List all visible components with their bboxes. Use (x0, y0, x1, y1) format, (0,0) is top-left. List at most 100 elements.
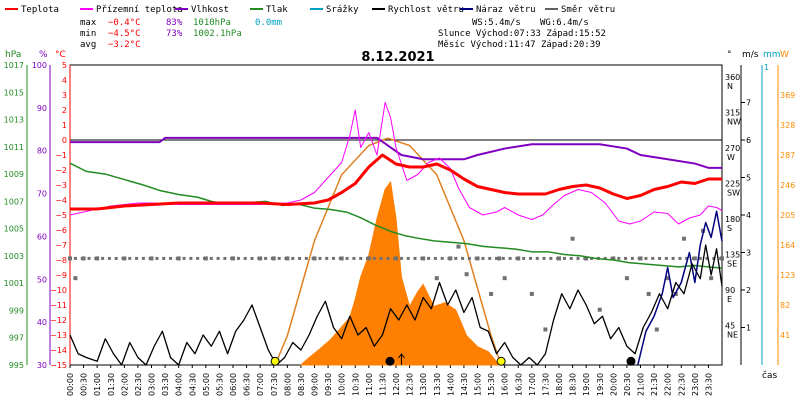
wind-direction-point (495, 256, 499, 260)
wind-direction-point (209, 256, 213, 260)
wind-direction-point (681, 236, 686, 241)
direction-tick: 45 (725, 321, 735, 330)
wind-direction-point (80, 256, 84, 260)
x-tick: 21:30 (650, 373, 659, 396)
wind-direction-point (522, 256, 526, 260)
wind-direction-point (556, 256, 560, 260)
wind-direction-point (338, 256, 342, 260)
wind-direction-point (155, 256, 159, 260)
direction-tick: 225 (725, 179, 740, 188)
wind-direction-point (712, 256, 716, 260)
temperature-tick: 2 (62, 106, 67, 115)
wind-direction-point (87, 256, 91, 260)
wind-direction-point (502, 276, 507, 281)
wind-tick: 2 (746, 286, 751, 295)
x-tick: 02:00 (120, 373, 129, 396)
wind-direction-point (68, 256, 72, 261)
wind-direction-point (529, 291, 534, 296)
wind-direction-point (182, 256, 186, 260)
wind-direction-point (646, 291, 651, 296)
wind-direction-point (399, 256, 403, 260)
rain-tick: 1 (764, 63, 769, 72)
x-tick: 09:00 (311, 373, 320, 396)
wind-direction-point (570, 236, 575, 241)
axes: 1017101510131011100910071005100310019999… (4, 61, 796, 396)
pressure-tick: 1001 (4, 279, 24, 288)
stat-avg-temp: −3.2°C (108, 40, 141, 50)
direction-tick: 270 (725, 144, 740, 153)
wind-direction-point (141, 256, 145, 260)
pressure-line (69, 162, 723, 269)
axis-title-solar: W (780, 50, 789, 60)
wind-direction-point (705, 256, 709, 260)
wind-direction-point (73, 256, 77, 260)
humidity-line (70, 136, 722, 169)
pressure-tick: 999 (9, 306, 24, 315)
pressure-tick: 1007 (4, 197, 24, 206)
wind-direction-point (597, 307, 602, 312)
direction-tick-name: SE (727, 259, 737, 268)
solar-tick: 287 (780, 151, 795, 160)
direction-tick: 315 (725, 108, 740, 117)
x-tick: 02:30 (134, 373, 143, 396)
x-tick: 09:30 (324, 373, 333, 396)
legend-label: Směr větru (561, 5, 615, 15)
humidity-tick: 100 (32, 61, 47, 70)
wind-direction-point (175, 256, 179, 260)
wind-direction-point (413, 256, 417, 260)
x-tick: 16:00 (501, 373, 510, 396)
wind-direction-point (671, 256, 675, 260)
pressure-tick: 995 (9, 361, 24, 370)
wind-direction-point (658, 256, 662, 260)
wind-direction-point (128, 256, 132, 260)
x-tick: 13:00 (419, 373, 428, 396)
x-tick: 20:30 (623, 373, 632, 396)
wind-direction-point (372, 256, 376, 260)
wind-direction-point (196, 256, 200, 260)
wind-direction-point (481, 256, 485, 260)
wind-direction-point (223, 256, 227, 260)
pressure-tick: 1017 (4, 61, 24, 70)
wind-direction-point (298, 256, 302, 260)
wind-direction-point (630, 256, 634, 260)
x-tick: 16:30 (514, 373, 523, 396)
legend-label: Náraz větru (476, 5, 536, 15)
wind-direction-point (101, 256, 105, 260)
temperature-tick: −14 (50, 346, 67, 355)
wind-direction-point (447, 256, 451, 260)
stat-min-temp: −4.5°C (108, 29, 141, 39)
direction-tick-name: NW (727, 117, 741, 126)
temperature-tick: −8 (55, 256, 67, 265)
stat-avg-label: avg (80, 40, 96, 50)
wind-direction-point (654, 327, 659, 332)
wind-direction-point (277, 256, 281, 260)
stat-min-label: min (80, 29, 96, 39)
wind-direction-point (535, 256, 539, 260)
x-tick: 08:00 (283, 373, 292, 396)
x-tick: 06:00 (229, 373, 238, 396)
axis-title-humidity: % (39, 50, 48, 60)
x-tick: 00:00 (66, 373, 75, 396)
sunrise-marker (270, 356, 280, 366)
wind-direction-point (665, 276, 670, 281)
wind-direction-point (542, 256, 546, 260)
temperature-tick: −13 (50, 331, 67, 340)
x-tick: 20:00 (609, 373, 618, 396)
wind-direction-point (664, 256, 668, 260)
wind-direction-point (474, 256, 478, 260)
pressure-tick: 1011 (4, 143, 24, 152)
wind-direction-point (406, 256, 410, 260)
x-tick: 00:30 (80, 373, 89, 396)
solar-tick: 328 (780, 121, 795, 130)
wind-direction-point (583, 256, 587, 260)
wind-direction-point (576, 256, 580, 260)
wind-direction-point (325, 256, 329, 260)
wind-direction-point (434, 276, 439, 281)
x-tick: 03:00 (148, 373, 157, 396)
x-tick: 22:00 (664, 373, 673, 396)
solar-tick: 164 (780, 241, 795, 250)
plot-area (68, 102, 724, 366)
wind-direction-point (617, 256, 621, 260)
wind-direction-point (94, 256, 98, 260)
wind-tick: 3 (746, 249, 751, 258)
